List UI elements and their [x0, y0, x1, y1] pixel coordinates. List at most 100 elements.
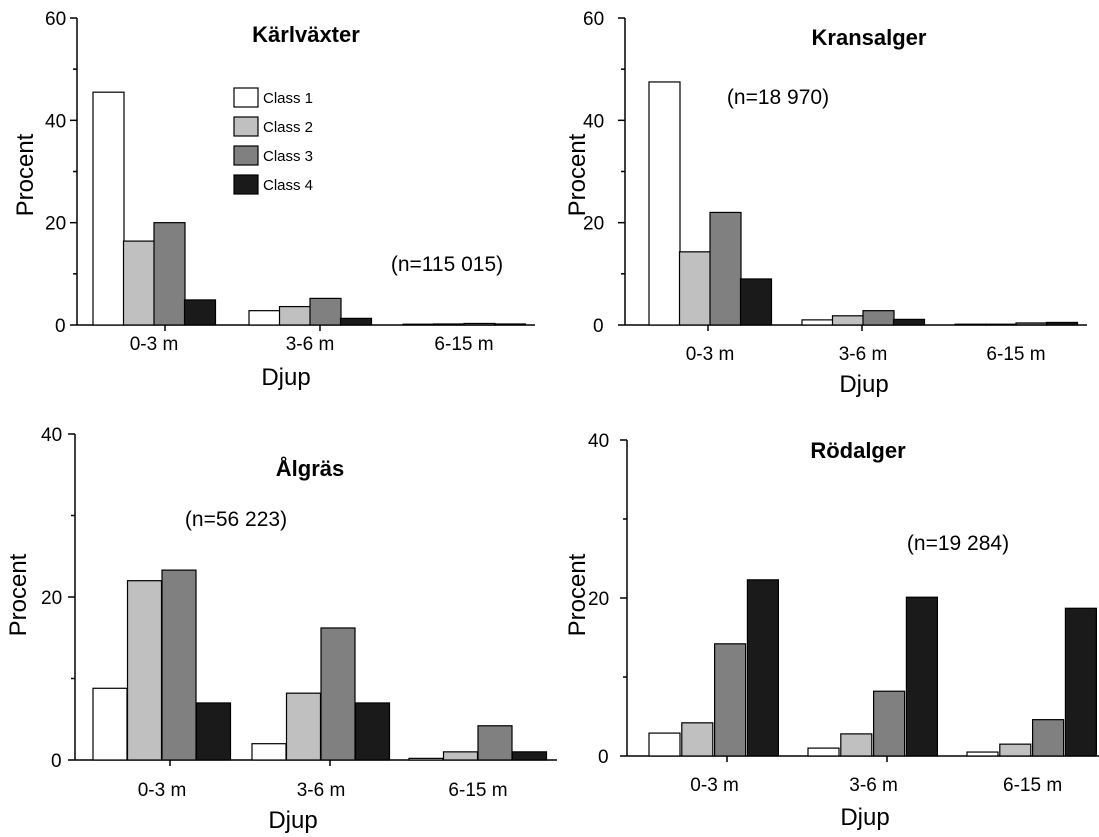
bar	[872, 690, 906, 757]
y-tick-label: 0	[55, 316, 66, 337]
bar	[1015, 322, 1048, 326]
bar	[807, 747, 840, 757]
y-tick-label: 20	[45, 214, 66, 235]
y-tick-label: 0	[598, 747, 609, 768]
bar	[248, 310, 281, 326]
bar	[511, 751, 548, 761]
bar	[999, 743, 1032, 757]
bar	[477, 725, 513, 761]
bar	[153, 222, 186, 326]
legend-swatch	[233, 116, 259, 137]
legend-label: Class 3	[263, 148, 313, 165]
y-tick-label: 40	[45, 111, 66, 132]
bar	[678, 251, 712, 326]
y-tick-label: 60	[583, 9, 604, 30]
chart-title: Ålgräs	[276, 455, 344, 481]
bar	[1064, 607, 1098, 757]
bar	[984, 323, 1018, 326]
x-axis-title: Djup	[839, 371, 888, 398]
chart-title: Kärlväxter	[252, 22, 360, 47]
y-tick-label: 0	[593, 316, 604, 337]
bar	[862, 310, 895, 326]
bar	[402, 323, 435, 326]
bar	[840, 733, 873, 757]
legend: Class 1 Class 2 Class 3 Class 4	[233, 87, 313, 195]
y-tick-label: 40	[588, 431, 609, 452]
bar	[713, 643, 747, 757]
x-tick-label: 6-15 m	[986, 344, 1045, 365]
sample-size-label: (n=18 970)	[727, 86, 829, 109]
legend-label: Class 1	[263, 90, 313, 107]
bar	[648, 81, 681, 326]
legend-label: Class 2	[263, 119, 313, 136]
x-axis-title: Djup	[261, 364, 310, 391]
legend-swatch	[233, 87, 259, 108]
bar	[801, 319, 834, 326]
y-tick-label: 40	[583, 111, 604, 132]
bar	[493, 323, 527, 326]
y-tick-label: 20	[588, 589, 609, 610]
bar	[251, 743, 287, 761]
x-tick-label: 3-6 m	[849, 775, 898, 796]
chart-panel: 0 20 40 60 0-3 m 3-6 m 6-15 m Djup Procent Kärlvä…	[12, 9, 535, 391]
chart-panel: 0 20 40 0-3 m 3-6 m 6-15 m Djup Procent Rödalger…	[564, 431, 1099, 831]
bar	[354, 702, 391, 761]
x-tick-label: 0-3 m	[686, 344, 735, 365]
bar	[892, 318, 926, 326]
legend-label: Class 4	[263, 177, 313, 194]
bar	[285, 692, 322, 761]
y-tick-label: 20	[41, 588, 62, 609]
bar	[195, 702, 232, 761]
x-tick-label: 0-3 m	[130, 334, 179, 355]
chart-panel: 0 20 40 0-3 m 3-6 m 6-15 m Djup Procent Ålgräs (n…	[5, 425, 557, 834]
chart-panel: 0 20 40 60 0-3 m 3-6 m 6-15 m Djup Procent Kransa…	[564, 9, 1087, 398]
y-tick-label: 40	[41, 425, 62, 446]
x-tick-label: 6-15 m	[434, 334, 493, 355]
bar	[126, 580, 163, 761]
x-tick-label: 6-15 m	[448, 780, 507, 801]
bar	[648, 732, 681, 757]
chart-title: Kransalger	[812, 25, 927, 50]
bar	[278, 305, 312, 326]
bar	[408, 757, 444, 761]
bar	[709, 211, 742, 326]
x-tick-label: 3-6 m	[839, 344, 888, 365]
bar	[442, 751, 479, 761]
bar	[1045, 321, 1079, 326]
x-axis-title: Djup	[840, 804, 889, 831]
y-tick-label: 20	[583, 214, 604, 235]
chart-title: Rödalger	[810, 438, 906, 463]
bar	[339, 317, 373, 326]
bar	[1031, 719, 1065, 757]
sample-size-label: (n=115 015)	[391, 253, 503, 276]
bar	[92, 91, 125, 326]
bar	[309, 297, 342, 326]
bar	[966, 751, 999, 757]
legend-swatch	[233, 145, 259, 166]
bar	[122, 240, 156, 326]
bar	[681, 722, 714, 757]
x-tick-label: 0-3 m	[690, 775, 739, 796]
bar	[905, 596, 939, 757]
y-axis-title: Procent	[12, 133, 39, 216]
x-tick-label: 6-15 m	[1003, 775, 1062, 796]
x-tick-label: 3-6 m	[297, 780, 346, 801]
sample-size-label: (n=56 223)	[185, 508, 287, 531]
x-tick-label: 3-6 m	[286, 334, 335, 355]
legend-swatch	[233, 174, 259, 195]
bar	[463, 322, 496, 326]
sample-size-label: (n=19 284)	[907, 532, 1009, 555]
y-tick-label: 0	[51, 751, 62, 772]
x-axis-title: Djup	[268, 807, 317, 834]
x-tick-label: 0-3 m	[138, 780, 187, 801]
bar	[831, 315, 865, 326]
bar	[954, 323, 987, 326]
bar	[161, 569, 197, 761]
bar	[746, 579, 780, 757]
bar	[432, 323, 466, 326]
bar	[183, 299, 217, 326]
y-axis-title: Procent	[5, 553, 32, 636]
bar	[320, 627, 356, 761]
y-axis-title: Procent	[564, 553, 591, 636]
